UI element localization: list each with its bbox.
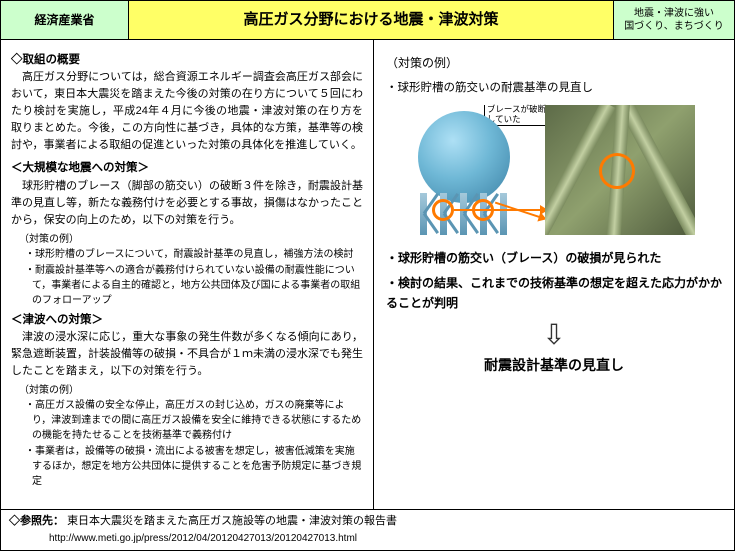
overview-heading: ◇取組の概要 [11,52,363,69]
example-heading: （対策の例） [386,54,722,72]
tank-dome-icon [418,111,510,203]
left-column: ◇取組の概要 高圧ガス分野については，総合資源エネルギー調査会高圧ガス部会におい… [1,40,374,509]
quake-bullets: 球形貯槽のブレースについて，耐震設計基準の見直し，補強方法の検討 耐震設計基準等… [25,247,363,308]
highlight-circle-icon [599,153,635,189]
tank-leg-icon [500,193,507,235]
example-label-2: （対策の例） [19,383,363,398]
result-text-1: ・球形貯槽の筋交い（ブレース）の破損が見られた [386,249,722,268]
list-item: 耐震設計基準等への適合が義務付けられていない設備の耐震性能について，事業者による… [25,263,363,308]
tank-diagram: ブレースが破断していた [386,105,541,235]
ref-url: http://www.meti.go.jp/press/2012/04/2012… [49,533,357,544]
header-tag: 地震・津波に強い国づくり、まちづくり [614,1,734,39]
highlight-circle-icon [432,199,454,221]
overview-text: 高圧ガス分野については，総合資源エネルギー調査会高圧ガス部会において，東日本大震… [11,69,363,154]
ref-title: 東日本大震災を踏まえた高圧ガス施設等の地震・津波対策の報告書 [67,515,397,527]
conclusion-text: 耐震設計基準の見直し [386,355,722,376]
list-item: 事業者は，設備等の破損・流出による被害を想定し，被害低減策を実施するほか，想定を… [25,444,363,489]
tsunami-heading: ＜津波への対策＞ [11,312,363,329]
quake-text: 球形貯槽のブレース（脚部の筋交い）の破断３件を除き，耐震設計基準の見直し等，新た… [11,178,363,229]
brace-photo [545,105,695,235]
tsunami-bullets: 高圧ガス設備の安全な停止，高圧ガスの封じ込め，ガスの廃棄等により，津波到達までの… [25,398,363,489]
quake-heading: ＜大規模な地震への対策＞ [11,160,363,177]
main-content: ◇取組の概要 高圧ガス分野については，総合資源エネルギー調査会高圧ガス部会におい… [0,40,735,510]
result-text-2: ・検討の結果、これまでの技術基準の想定を超えた応力がかかることが判明 [386,274,722,312]
right-column: （対策の例） ・球形貯槽の筋交いの耐震基準の見直し ブレースが破断していた [374,40,734,509]
list-item: 高圧ガス設備の安全な停止，高圧ガスの封じ込め，ガスの廃棄等により，津波到達までの… [25,398,363,443]
list-item: 球形貯槽のブレースについて，耐震設計基準の見直し，補強方法の検討 [25,247,363,262]
down-arrow-icon: ⇩ [386,321,722,349]
footer: ◇参照先： 東日本大震災を踏まえた高圧ガス施設等の地震・津波対策の報告書 htt… [0,510,735,551]
header-bar: 経済産業省 高圧ガス分野における地震・津波対策 地震・津波に強い国づくり、まちづ… [0,0,735,40]
header-title: 高圧ガス分野における地震・津波対策 [129,1,614,39]
tsunami-text: 津波の浸水深に応じ，重大な事象の発生件数が多くなる傾向にあり，緊急遮断装置，計装… [11,329,363,380]
arrow-icon [454,209,542,211]
diagram-row: ブレースが破断していた [386,105,722,235]
ref-label: ◇参照先： [9,515,64,527]
example-label-1: （対策の例） [19,232,363,247]
example-item: ・球形貯槽の筋交いの耐震基準の見直し [386,80,722,97]
header-ministry: 経済産業省 [1,1,129,39]
